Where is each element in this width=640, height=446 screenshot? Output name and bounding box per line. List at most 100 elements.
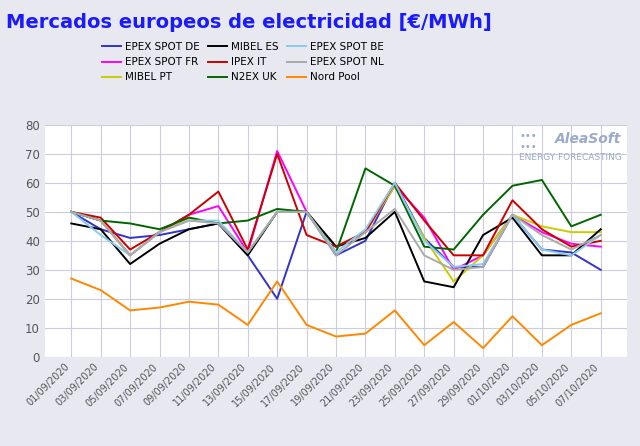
N2EX UK xyxy=(273,206,281,212)
EPEX SPOT FR xyxy=(450,267,458,273)
MIBEL PT xyxy=(156,229,163,235)
EPEX SPOT FR xyxy=(509,212,516,218)
EPEX SPOT DE xyxy=(126,235,134,241)
IPEX IT xyxy=(420,218,428,223)
MIBEL PT xyxy=(597,229,605,235)
EPEX SPOT DE xyxy=(568,250,575,255)
MIBEL PT xyxy=(303,209,310,215)
EPEX SPOT NL xyxy=(450,267,458,273)
MIBEL PT xyxy=(332,244,340,249)
IPEX IT xyxy=(67,209,75,215)
EPEX SPOT FR xyxy=(244,250,252,255)
MIBEL ES xyxy=(273,209,281,215)
Nord Pool xyxy=(420,343,428,348)
EPEX SPOT FR xyxy=(97,218,104,223)
Nord Pool xyxy=(391,308,399,313)
IPEX IT xyxy=(97,215,104,220)
EPEX SPOT BE xyxy=(214,218,222,223)
MIBEL ES xyxy=(538,252,546,258)
EPEX SPOT NL xyxy=(156,229,163,235)
EPEX SPOT FR xyxy=(156,229,163,235)
EPEX SPOT DE xyxy=(479,264,487,269)
MIBEL ES xyxy=(214,221,222,226)
MIBEL ES xyxy=(362,235,369,241)
EPEX SPOT NL xyxy=(214,221,222,226)
MIBEL PT xyxy=(479,252,487,258)
IPEX IT xyxy=(126,247,134,252)
N2EX UK xyxy=(597,212,605,218)
EPEX SPOT FR xyxy=(67,209,75,215)
EPEX SPOT NL xyxy=(126,252,134,258)
EPEX SPOT NL xyxy=(597,232,605,238)
N2EX UK xyxy=(450,247,458,252)
N2EX UK xyxy=(303,209,310,215)
MIBEL PT xyxy=(97,218,104,223)
N2EX UK xyxy=(67,209,75,215)
EPEX SPOT BE xyxy=(538,247,546,252)
MIBEL ES xyxy=(391,209,399,215)
N2EX UK xyxy=(332,250,340,255)
Line: EPEX SPOT BE: EPEX SPOT BE xyxy=(71,183,601,267)
Line: IPEX IT: IPEX IT xyxy=(71,154,601,255)
EPEX SPOT NL xyxy=(391,206,399,212)
EPEX SPOT DE xyxy=(185,227,193,232)
MIBEL ES xyxy=(97,227,104,232)
Nord Pool xyxy=(538,343,546,348)
Nord Pool xyxy=(568,322,575,327)
Line: EPEX SPOT FR: EPEX SPOT FR xyxy=(71,151,601,270)
EPEX SPOT DE xyxy=(67,209,75,215)
Text: ENERGY FORECASTING: ENERGY FORECASTING xyxy=(518,153,621,162)
IPEX IT xyxy=(244,247,252,252)
EPEX SPOT NL xyxy=(332,252,340,258)
MIBEL ES xyxy=(420,279,428,284)
MIBEL ES xyxy=(67,221,75,226)
N2EX UK xyxy=(126,221,134,226)
EPEX SPOT BE xyxy=(420,238,428,244)
Nord Pool xyxy=(97,288,104,293)
MIBEL PT xyxy=(126,252,134,258)
EPEX SPOT FR xyxy=(185,212,193,218)
N2EX UK xyxy=(244,218,252,223)
Nord Pool xyxy=(273,279,281,284)
EPEX SPOT NL xyxy=(67,209,75,215)
IPEX IT xyxy=(303,232,310,238)
EPEX SPOT BE xyxy=(126,252,134,258)
EPEX SPOT FR xyxy=(420,215,428,220)
IPEX IT xyxy=(597,238,605,244)
N2EX UK xyxy=(214,221,222,226)
IPEX IT xyxy=(185,212,193,218)
IPEX IT xyxy=(362,229,369,235)
Legend: EPEX SPOT DE, EPEX SPOT FR, MIBEL PT, MIBEL ES, IPEX IT, N2EX UK, EPEX SPOT BE, : EPEX SPOT DE, EPEX SPOT FR, MIBEL PT, MI… xyxy=(102,42,384,83)
Nord Pool xyxy=(156,305,163,310)
EPEX SPOT DE xyxy=(273,296,281,301)
Nord Pool xyxy=(67,276,75,281)
MIBEL ES xyxy=(509,215,516,220)
IPEX IT xyxy=(332,244,340,249)
MIBEL PT xyxy=(538,224,546,229)
EPEX SPOT FR xyxy=(362,229,369,235)
MIBEL ES xyxy=(479,232,487,238)
EPEX SPOT BE xyxy=(185,218,193,223)
EPEX SPOT BE xyxy=(479,261,487,267)
EPEX SPOT DE xyxy=(538,247,546,252)
EPEX SPOT DE xyxy=(391,180,399,186)
EPEX SPOT BE xyxy=(391,180,399,186)
N2EX UK xyxy=(509,183,516,189)
EPEX SPOT DE xyxy=(332,252,340,258)
EPEX SPOT NL xyxy=(509,212,516,218)
N2EX UK xyxy=(479,212,487,218)
MIBEL ES xyxy=(450,285,458,290)
IPEX IT xyxy=(509,198,516,203)
EPEX SPOT FR xyxy=(538,229,546,235)
EPEX SPOT BE xyxy=(303,209,310,215)
EPEX SPOT NL xyxy=(538,232,546,238)
EPEX SPOT DE xyxy=(303,209,310,215)
EPEX SPOT BE xyxy=(332,250,340,255)
EPEX SPOT FR xyxy=(332,244,340,249)
EPEX SPOT DE xyxy=(97,227,104,232)
Line: N2EX UK: N2EX UK xyxy=(71,169,601,252)
MIBEL PT xyxy=(214,221,222,226)
IPEX IT xyxy=(391,180,399,186)
EPEX SPOT NL xyxy=(273,209,281,215)
MIBEL ES xyxy=(303,209,310,215)
